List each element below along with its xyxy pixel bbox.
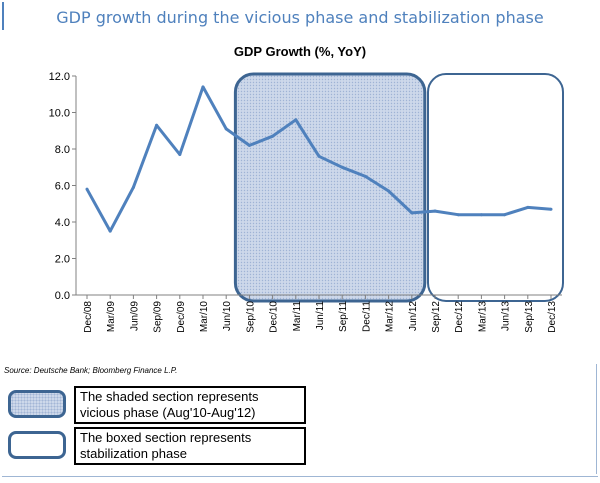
- data-point: [85, 187, 89, 191]
- y-tick-label: 8.0: [55, 144, 70, 156]
- x-tick-label: Mar/10: [199, 301, 210, 333]
- x-tick-label: Sep/12: [431, 301, 442, 333]
- data-point: [479, 213, 483, 217]
- x-tick-label: Jun/11: [315, 301, 326, 331]
- y-tick-label: 2.0: [55, 254, 70, 266]
- gdp-growth-chart: GDP Growth (%, YoY) 0.0 2.0 4.0 6.0 8.0 10.0 1…: [49, 44, 564, 333]
- legend-item-vicious-phase: The shaded section represents vicious ph…: [8, 386, 308, 424]
- x-tick-label: Jun/12: [408, 301, 419, 331]
- x-tick-label: Sep/10: [245, 301, 256, 333]
- y-tick-label: 0.0: [55, 290, 70, 302]
- data-point: [387, 189, 391, 193]
- data-point: [410, 211, 414, 215]
- data-point: [247, 143, 251, 147]
- x-tick-label: Dec/12: [454, 301, 465, 333]
- y-tick-label: 10.0: [49, 108, 70, 120]
- x-tick-label: Dec/08: [83, 301, 94, 333]
- data-point: [317, 154, 321, 158]
- x-tick-label: Mar/13: [477, 301, 488, 333]
- x-tick-label: Mar/12: [385, 301, 396, 333]
- data-point: [131, 185, 135, 189]
- source-note: Source: Deutsche Bank; Bloomberg Finance…: [4, 366, 178, 375]
- chart-title: GDP Growth (%, YoY): [234, 44, 366, 59]
- legend-line: The boxed section represents: [80, 430, 252, 445]
- y-tick-label: 12.0: [49, 71, 70, 83]
- legend-text-stabilization: The boxed section represents stabilizati…: [74, 427, 306, 465]
- x-tick-label: Dec/10: [269, 301, 280, 333]
- x-tick-label: Dec/09: [176, 301, 187, 333]
- x-tick-label: Sep/13: [524, 301, 535, 333]
- data-point: [108, 229, 112, 233]
- data-point: [224, 127, 228, 131]
- x-tick-label: Mar/11: [292, 301, 303, 332]
- y-tick-label: 6.0: [55, 181, 70, 193]
- frame-bottom-border: [2, 476, 598, 477]
- shaded-swatch-icon: [8, 390, 66, 418]
- data-point: [201, 85, 205, 89]
- legend-text-vicious: The shaded section represents vicious ph…: [74, 386, 306, 424]
- boxed-region: [427, 73, 564, 302]
- frame-left-border: [2, 2, 4, 30]
- legend-item-stabilization-phase: The boxed section represents stabilizati…: [8, 427, 308, 465]
- x-tick-label: Jun/09: [129, 301, 140, 331]
- boxed-swatch-icon: [8, 431, 66, 459]
- legend-line: stabilization phase: [80, 446, 187, 461]
- x-tick-label: Sep/09: [153, 301, 164, 333]
- data-point: [294, 118, 298, 122]
- x-tick-label: Jun/13: [501, 301, 512, 331]
- x-tick-label: Dec/11: [361, 301, 372, 332]
- frame-right-border: [596, 364, 597, 474]
- data-point: [363, 174, 367, 178]
- legend-line: vicious phase (Aug'10-Aug'12): [80, 405, 256, 420]
- x-tick-label: Sep/11: [338, 301, 349, 332]
- data-point: [526, 205, 530, 209]
- x-tick-label: Dec/13: [547, 301, 558, 333]
- banner-title: GDP growth during the vicious phase and …: [56, 8, 544, 27]
- data-point: [178, 152, 182, 156]
- legend-line: The shaded section represents: [80, 389, 259, 404]
- x-tick-label: Jun/10: [222, 301, 233, 331]
- y-tick-label: 4.0: [55, 217, 70, 229]
- data-point: [155, 123, 159, 127]
- x-tick-label: Mar/09: [106, 301, 117, 333]
- shaded-region: [233, 72, 427, 303]
- data-point: [549, 207, 553, 211]
- data-point: [433, 209, 437, 213]
- data-point: [271, 134, 275, 138]
- data-point: [340, 165, 344, 169]
- data-point: [456, 213, 460, 217]
- data-point: [503, 213, 507, 217]
